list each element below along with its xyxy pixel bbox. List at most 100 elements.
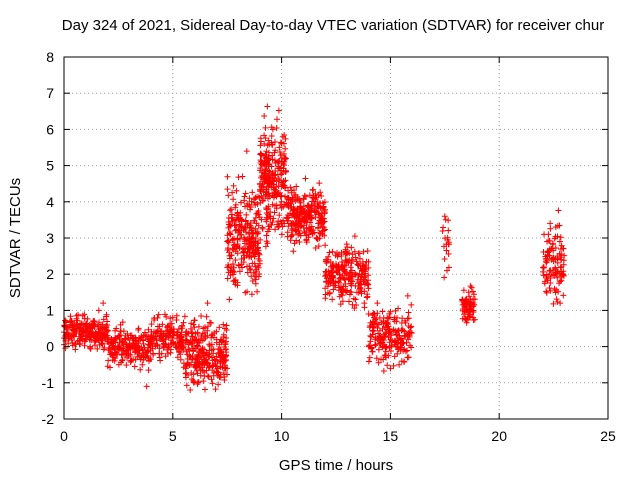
data-point bbox=[235, 212, 242, 219]
data-point bbox=[399, 315, 406, 322]
data-point bbox=[201, 386, 208, 393]
data-point bbox=[378, 356, 385, 363]
data-point bbox=[557, 254, 564, 261]
data-point bbox=[339, 289, 346, 296]
data-point bbox=[330, 260, 337, 267]
data-point bbox=[288, 227, 295, 234]
data-point bbox=[384, 326, 391, 333]
data-point bbox=[176, 334, 183, 341]
data-point bbox=[445, 227, 452, 234]
data-point bbox=[365, 285, 372, 292]
data-point bbox=[220, 334, 227, 341]
data-point bbox=[282, 156, 289, 163]
data-point bbox=[163, 313, 170, 320]
data-point bbox=[542, 253, 549, 260]
data-point bbox=[321, 210, 328, 217]
data-point bbox=[242, 289, 249, 296]
data-point bbox=[277, 152, 284, 159]
data-point bbox=[195, 323, 202, 330]
data-point bbox=[208, 376, 215, 383]
data-point bbox=[233, 226, 240, 233]
data-point bbox=[169, 314, 176, 321]
data-point bbox=[541, 231, 548, 238]
data-point bbox=[187, 387, 194, 394]
data-point bbox=[262, 124, 269, 131]
x-tick-label: 15 bbox=[383, 428, 399, 444]
data-point bbox=[261, 140, 268, 147]
data-point bbox=[186, 361, 193, 368]
data-point bbox=[375, 359, 382, 366]
data-point bbox=[143, 383, 150, 390]
data-point bbox=[145, 326, 152, 333]
data-point bbox=[154, 314, 161, 321]
data-point bbox=[194, 329, 201, 336]
data-point bbox=[201, 373, 208, 380]
data-point bbox=[552, 267, 559, 274]
data-point bbox=[232, 201, 239, 208]
data-point bbox=[396, 361, 403, 368]
data-point bbox=[213, 339, 220, 346]
data-point bbox=[150, 350, 157, 357]
data-point bbox=[252, 225, 259, 232]
data-point bbox=[115, 332, 122, 339]
data-point bbox=[108, 339, 115, 346]
data-point bbox=[208, 320, 215, 327]
data-point bbox=[193, 367, 200, 374]
data-point bbox=[233, 187, 240, 194]
data-point bbox=[224, 232, 231, 239]
y-tick-label: 7 bbox=[46, 85, 54, 101]
data-point bbox=[157, 328, 164, 335]
y-tick-label: 8 bbox=[46, 49, 54, 65]
data-point bbox=[122, 335, 129, 342]
data-point bbox=[365, 311, 372, 318]
data-point bbox=[168, 320, 175, 327]
chart-title: Day 324 of 2021, Sidereal Day-to-day VTE… bbox=[62, 17, 604, 34]
data-point bbox=[549, 255, 556, 262]
data-point bbox=[210, 346, 217, 353]
data-point bbox=[100, 346, 107, 353]
data-point bbox=[547, 275, 554, 282]
data-point bbox=[238, 224, 245, 231]
data-point bbox=[115, 344, 122, 351]
data-point bbox=[257, 138, 264, 145]
data-point bbox=[199, 337, 206, 344]
data-point bbox=[380, 367, 387, 374]
data-point bbox=[259, 224, 266, 231]
data-point bbox=[275, 107, 282, 114]
data-point bbox=[246, 240, 253, 247]
data-point bbox=[204, 351, 211, 358]
data-point bbox=[352, 254, 359, 261]
data-point bbox=[546, 267, 553, 274]
data-point bbox=[248, 198, 255, 205]
data-point bbox=[203, 313, 210, 320]
data-point bbox=[291, 240, 298, 247]
data-point bbox=[80, 321, 87, 328]
y-tick-label: 5 bbox=[46, 158, 54, 174]
data-point bbox=[262, 192, 269, 199]
data-point bbox=[230, 182, 237, 189]
data-point bbox=[262, 135, 269, 142]
data-point bbox=[117, 321, 124, 328]
data-point bbox=[387, 348, 394, 355]
data-point bbox=[295, 220, 302, 227]
data-point bbox=[265, 149, 272, 156]
data-point bbox=[395, 340, 402, 347]
data-point bbox=[236, 244, 243, 251]
data-point bbox=[269, 171, 276, 178]
data-point bbox=[141, 329, 148, 336]
data-point bbox=[119, 357, 126, 364]
data-point bbox=[249, 277, 256, 284]
data-point bbox=[560, 292, 567, 299]
data-point bbox=[343, 287, 350, 294]
data-point bbox=[235, 229, 242, 236]
data-point bbox=[206, 347, 213, 354]
data-point bbox=[103, 323, 110, 330]
data-point bbox=[105, 347, 112, 354]
data-point bbox=[238, 218, 245, 225]
data-point bbox=[235, 262, 242, 269]
data-point bbox=[200, 378, 207, 385]
data-point bbox=[256, 270, 263, 277]
data-point bbox=[81, 311, 88, 318]
data-point bbox=[383, 320, 390, 327]
data-point bbox=[469, 314, 476, 321]
